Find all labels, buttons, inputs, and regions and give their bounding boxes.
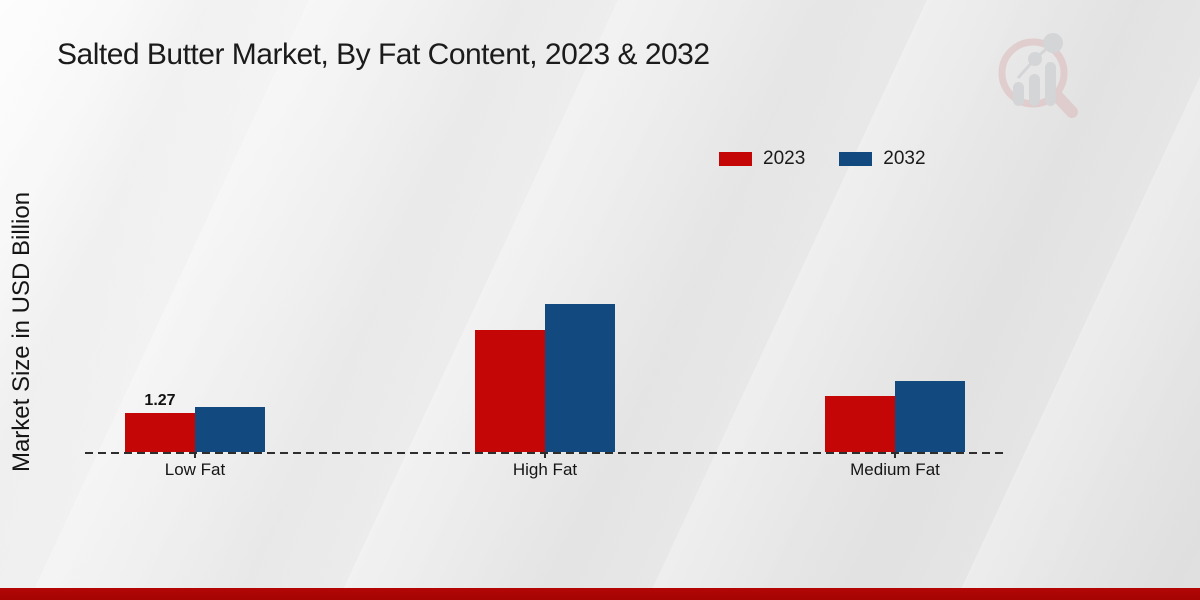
bar-2032-medium-fat (895, 381, 965, 452)
x-axis-label-high-fat: High Fat (512, 460, 578, 479)
x-axis-label-low-fat: Low Fat (164, 460, 226, 479)
legend-label-2023: 2023 (763, 148, 806, 169)
legend-swatch-2023 (719, 152, 752, 166)
logo-bar-1 (1013, 82, 1024, 106)
bar-2023-high-fat (475, 330, 545, 452)
legend: 2023 2032 (719, 149, 926, 169)
bar-2023-low-fat (125, 413, 195, 452)
y-axis-label: Market Size in USD Billion (8, 191, 35, 473)
bar-2023-medium-fat (825, 396, 895, 452)
legend-item-2032: 2032 (839, 148, 926, 169)
footer-stripe (0, 588, 1200, 600)
bar-2032-low-fat (195, 407, 265, 452)
x-axis-tick-low-fat (194, 452, 196, 458)
x-axis-label-medium-fat: Medium Fat (850, 460, 940, 479)
plot-area: Low Fat High Fat Medium Fat 1.27 (85, 250, 1005, 479)
x-axis-tick-medium-fat (894, 452, 896, 458)
magnifier-bar-chart-logo (998, 33, 1078, 118)
logo-trend-dot-mid (1028, 52, 1042, 66)
legend-swatch-2032 (839, 152, 873, 166)
logo-bar-3 (1045, 62, 1056, 106)
logo-trend-dot-top (1043, 33, 1063, 53)
x-axis-tick-high-fat (544, 452, 546, 458)
bar-value-label: 1.27 (144, 392, 176, 409)
legend-item-2023: 2023 (719, 149, 805, 169)
chart-title: Salted Butter Market, By Fat Content, 20… (57, 38, 710, 71)
logo-magnifier-handle (1051, 90, 1078, 118)
bar-2032-high-fat (545, 304, 615, 452)
logo-bar-2 (1029, 74, 1040, 106)
legend-label-2032: 2032 (883, 148, 926, 169)
